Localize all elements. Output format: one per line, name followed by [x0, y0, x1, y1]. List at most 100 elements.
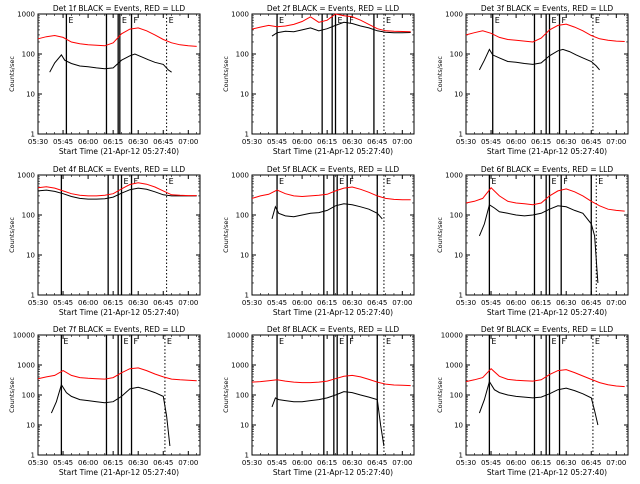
y-axis-label: Counts/sec [222, 217, 230, 253]
y-tick-label: 1 [459, 292, 463, 300]
x-tick-label: 06:45 [153, 138, 173, 146]
y-tick-label: 100 [450, 392, 463, 400]
series-red-lld [251, 13, 411, 33]
y-tick-label: 100 [22, 212, 35, 220]
plot-frame [251, 13, 415, 135]
y-tick-label: 1000 [445, 172, 463, 180]
event-marker-label: F [349, 337, 354, 346]
y-tick-label: 10 [26, 252, 35, 260]
x-axis-label: Start Time (21-Apr-12 05:27:40) [487, 147, 607, 156]
event-marker-label: E [386, 337, 391, 346]
y-tick-label: 100 [236, 51, 249, 59]
y-tick-label: 10000 [441, 332, 463, 340]
panel-title: Det 2f BLACK = Events, RED = LLD [267, 4, 400, 13]
y-tick-label: 1 [31, 292, 35, 300]
event-marker-label: E [386, 16, 391, 25]
y-tick-label: 1000 [231, 11, 249, 19]
x-tick-label: 07:00 [178, 138, 198, 146]
x-tick-label: 06:30 [556, 138, 576, 146]
x-tick-label: 06:30 [128, 138, 148, 146]
series-red-lld [465, 367, 625, 388]
event-marker-label: E [495, 16, 500, 25]
x-tick-label: 06:15 [103, 299, 123, 307]
panel-title: Det 1f BLACK = Events, RED = LLD [53, 4, 186, 13]
panel-det-9: Det 9f BLACK = Events, RED = LLD Start Ti… [436, 325, 629, 477]
panel-title: Det 9f BLACK = Events, RED = LLD [481, 325, 614, 334]
event-marker-label: F [562, 16, 567, 25]
plot-frame [37, 334, 201, 456]
x-tick-label: 06:15 [103, 138, 123, 146]
x-tick-label: 05:30 [242, 459, 262, 467]
series-red-lld [251, 374, 411, 387]
x-tick-label: 07:00 [606, 299, 626, 307]
x-tick-label: 05:45 [481, 138, 501, 146]
x-tick-label: 05:30 [28, 459, 48, 467]
y-tick-label: 100 [22, 392, 35, 400]
panel-det-4: Det 4f BLACK = Events, RED = LLD Start Ti… [8, 165, 201, 317]
x-tick-label: 06:45 [153, 459, 173, 467]
y-axis-label: Counts/sec [436, 377, 444, 413]
x-tick-label: 07:00 [392, 138, 412, 146]
y-tick-label: 1000 [231, 172, 249, 180]
x-tick-label: 06:15 [317, 459, 337, 467]
y-tick-label: 10 [454, 91, 463, 99]
event-marker-label: F [134, 16, 139, 25]
x-tick-label: 06:45 [581, 138, 601, 146]
x-tick-label: 05:30 [242, 299, 262, 307]
x-tick-label: 07:00 [392, 299, 412, 307]
series-black-events [271, 21, 411, 37]
event-marker-label: F [349, 177, 354, 186]
panel-title: Det 7f BLACK = Events, RED = LLD [53, 325, 186, 334]
y-tick-label: 1000 [445, 11, 463, 19]
panel-det-6: Det 6f BLACK = Events, RED = LLD Start Ti… [436, 165, 629, 317]
series-red-lld [465, 23, 625, 43]
x-tick-label: 06:45 [367, 459, 387, 467]
event-marker-label: E [491, 177, 496, 186]
x-tick-label: 06:15 [531, 299, 551, 307]
panel-det-7: Det 7f BLACK = Events, RED = LLD Start Ti… [8, 325, 201, 477]
event-marker-label: E [595, 16, 600, 25]
event-marker-label: F [349, 16, 354, 25]
panel-det-8: Det 8f BLACK = Events, RED = LLD Start Ti… [222, 325, 415, 477]
x-tick-label: 05:45 [53, 299, 73, 307]
series-black-events [271, 203, 383, 220]
x-tick-label: 06:15 [531, 138, 551, 146]
x-tick-label: 06:45 [153, 299, 173, 307]
event-marker-label: E [491, 337, 496, 346]
event-marker-label: E [598, 177, 603, 186]
panel-title: Det 6f BLACK = Events, RED = LLD [481, 165, 614, 174]
y-tick-label: 100 [450, 212, 463, 220]
y-tick-label: 1 [31, 131, 35, 139]
y-tick-label: 10000 [227, 332, 249, 340]
x-tick-label: 05:45 [267, 459, 287, 467]
series-black-events [50, 383, 171, 447]
x-tick-label: 06:00 [506, 299, 526, 307]
plot-frame [251, 174, 415, 296]
series-red-lld [37, 27, 197, 47]
x-tick-label: 06:30 [128, 459, 148, 467]
x-tick-label: 06:00 [292, 299, 312, 307]
x-axis-label: Start Time (21-Apr-12 05:27:40) [273, 147, 393, 156]
x-tick-label: 05:30 [456, 459, 476, 467]
y-tick-label: 1000 [17, 11, 35, 19]
x-tick-label: 06:45 [367, 138, 387, 146]
x-tick-label: 06:45 [367, 299, 387, 307]
x-axis-label: Start Time (21-Apr-12 05:27:40) [273, 468, 393, 477]
event-marker-label: E [386, 177, 391, 186]
x-tick-label: 05:45 [481, 459, 501, 467]
series-black-events [49, 53, 172, 73]
y-axis-label: Counts/sec [222, 56, 230, 92]
panel-title: Det 4f BLACK = Events, RED = LLD [53, 165, 186, 174]
x-tick-label: 07:00 [392, 459, 412, 467]
x-tick-label: 06:30 [342, 459, 362, 467]
event-marker-label: F [134, 177, 139, 186]
series-black-events [37, 187, 197, 200]
event-marker-label: E [63, 337, 68, 346]
x-tick-label: 05:30 [456, 138, 476, 146]
x-tick-label: 05:45 [53, 459, 73, 467]
x-tick-label: 07:00 [606, 138, 626, 146]
plot-frame [465, 13, 629, 135]
plot-frame [37, 13, 201, 135]
plot-frame [251, 334, 415, 456]
x-tick-label: 06:30 [556, 459, 576, 467]
